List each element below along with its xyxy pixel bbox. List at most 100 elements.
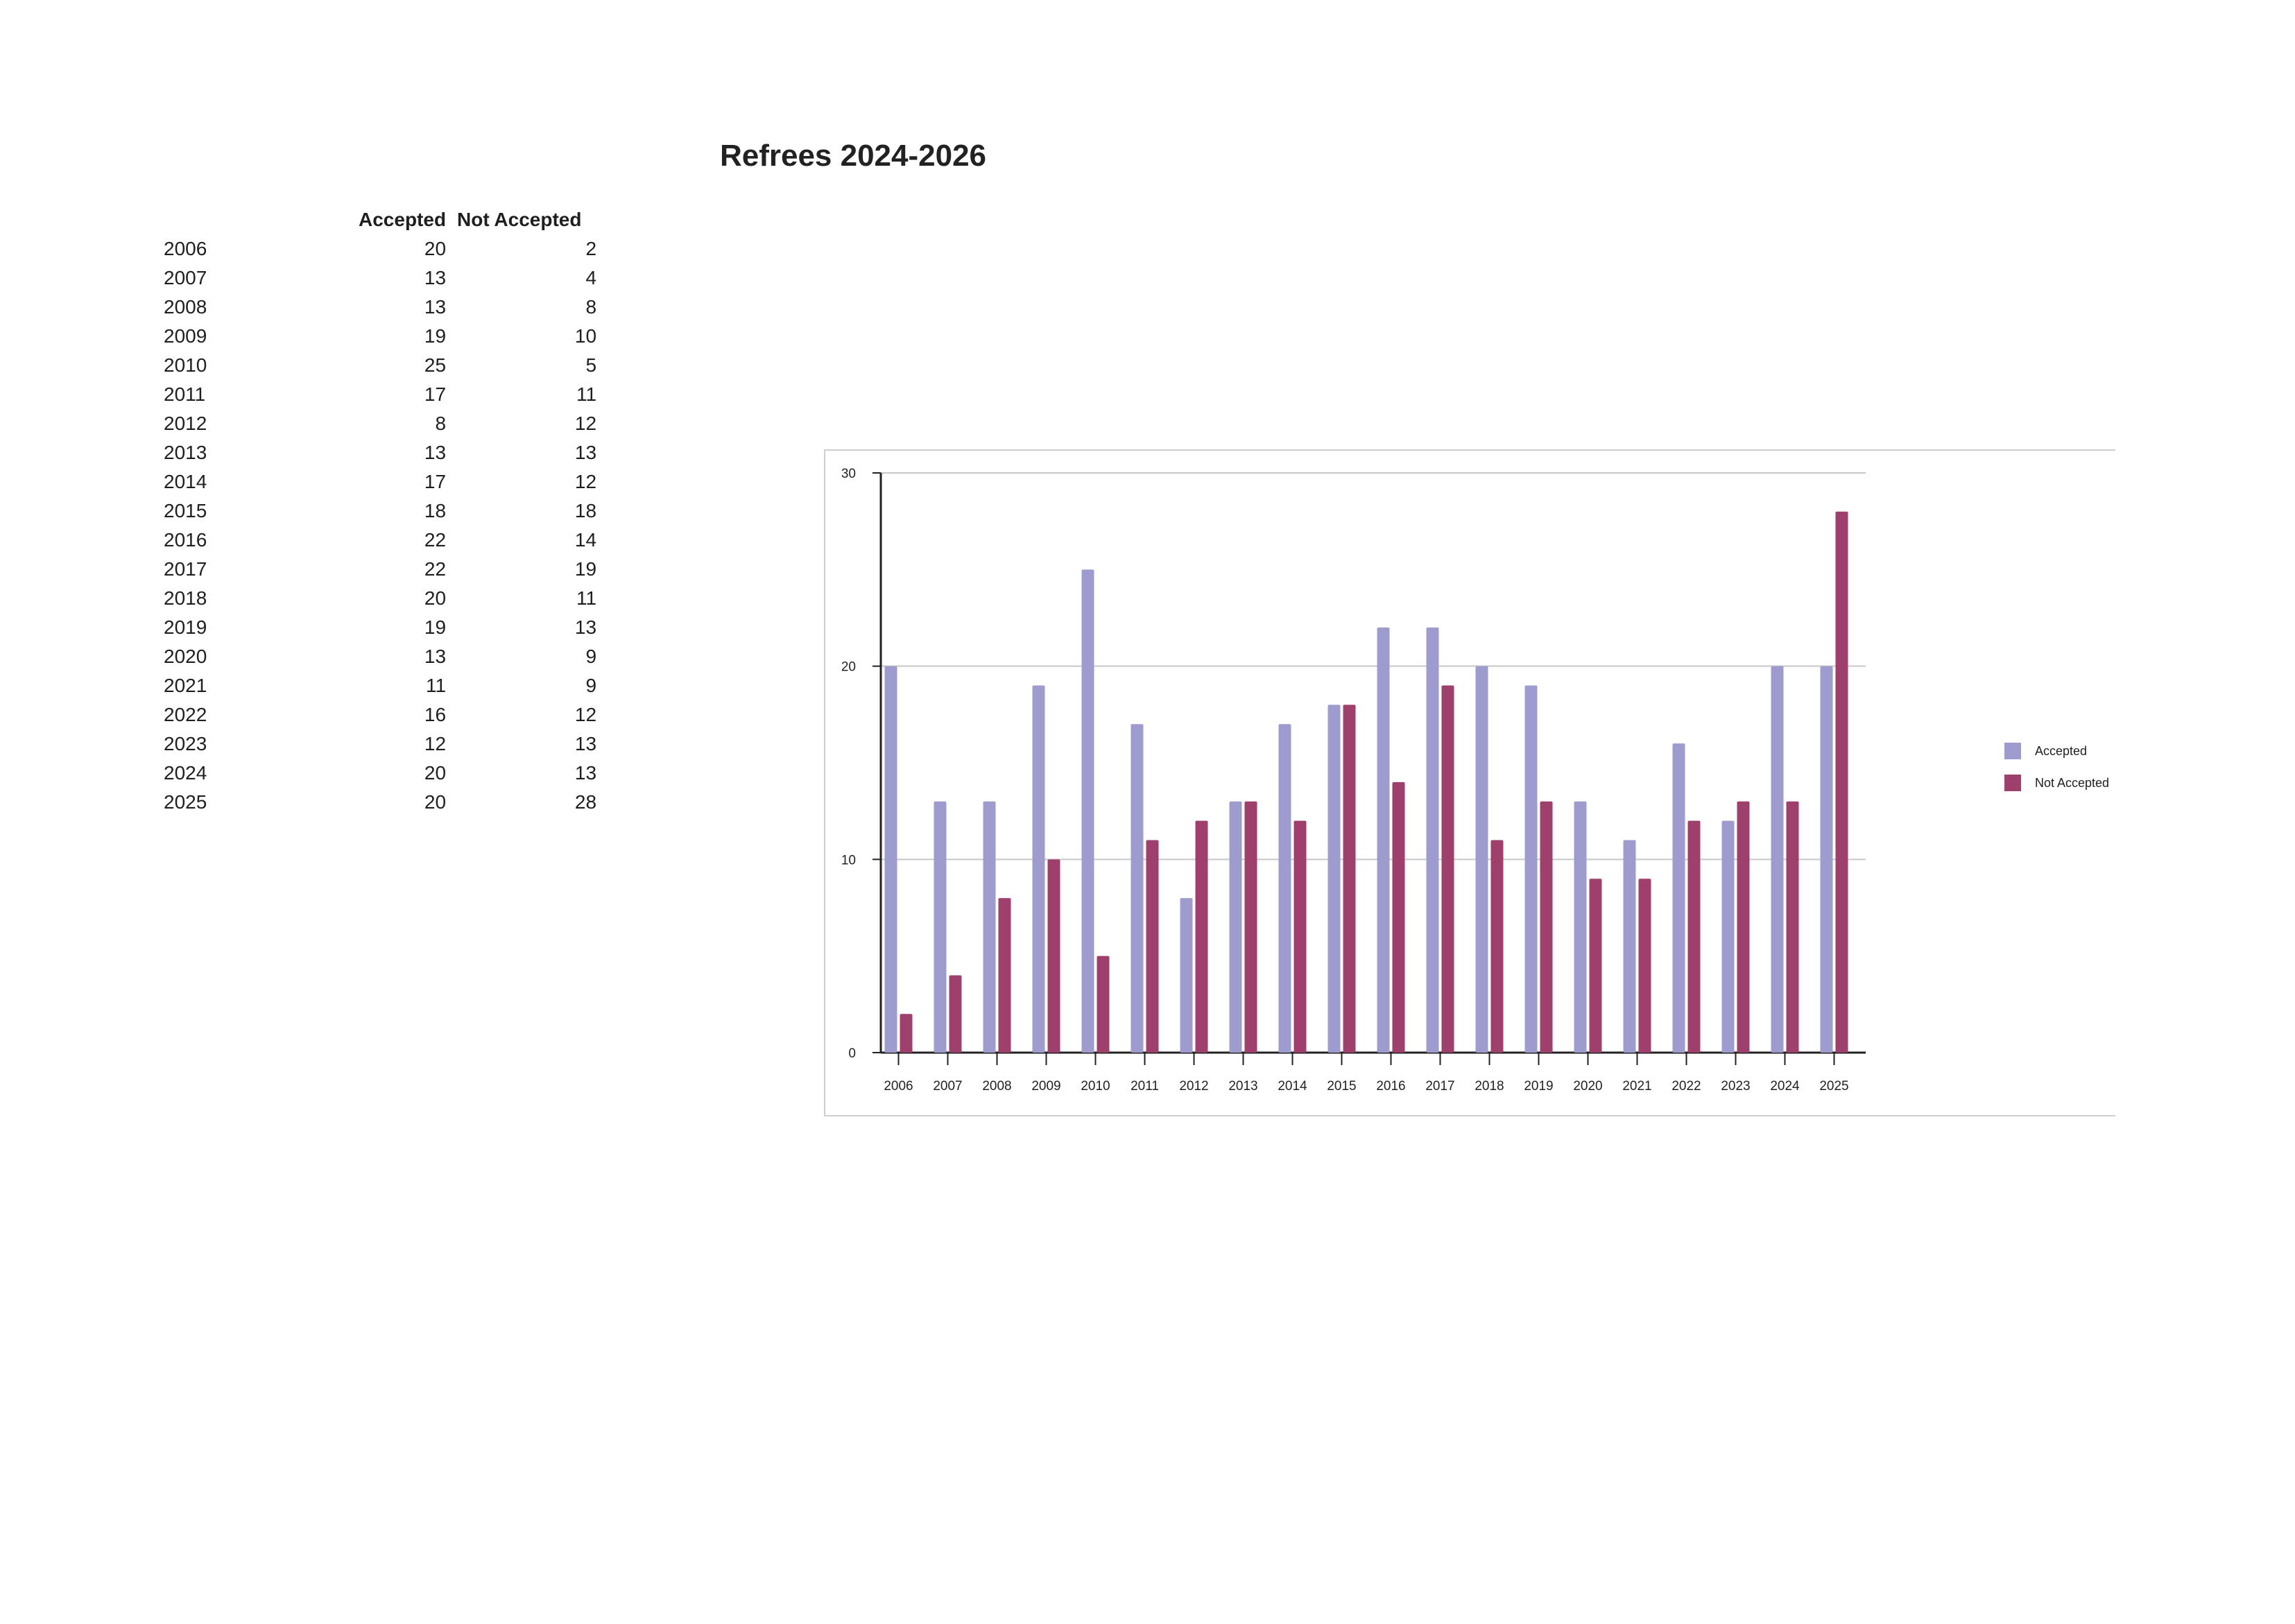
- bar-accepted: [884, 666, 897, 1053]
- cell-not-accepted: 12: [574, 704, 597, 725]
- cell-not-accepted: 11: [576, 383, 597, 405]
- table-row: 2013 13 13: [164, 438, 596, 467]
- cell-year: 2018: [164, 587, 207, 609]
- bar-not-accepted: [1490, 840, 1504, 1053]
- bar-accepted: [1524, 685, 1538, 1053]
- legend-swatch-not-accepted: [2004, 775, 2021, 791]
- bar-accepted: [1721, 820, 1735, 1053]
- bar-accepted: [1180, 898, 1193, 1053]
- bar-not-accepted: [1195, 820, 1208, 1053]
- bar-accepted: [983, 801, 996, 1053]
- table-header-row: Accepted Not Accepted: [164, 205, 596, 234]
- x-tick-label: 2018: [1475, 1079, 1504, 1094]
- cell-accepted: 20: [424, 587, 447, 609]
- chart-area: 0 10 20 30 2006 2007 2008 2009 2010 2011 2012 2013 2…: [824, 449, 2115, 1116]
- bar-accepted: [1032, 685, 1045, 1053]
- cell-not-accepted: 9: [585, 646, 597, 667]
- cell-accepted: 11: [425, 675, 447, 696]
- table-row: 2010 25 5: [164, 351, 596, 380]
- cell-accepted: 13: [424, 296, 447, 318]
- cell-year: 2017: [164, 558, 207, 580]
- cell-accepted: 13: [424, 267, 447, 288]
- bar-accepted: [1229, 801, 1242, 1053]
- bar-not-accepted: [1293, 820, 1307, 1053]
- cell-year: 2021: [164, 675, 207, 696]
- bar-not-accepted: [1343, 705, 1356, 1053]
- cell-not-accepted: 13: [574, 616, 597, 638]
- bar-not-accepted: [1737, 801, 1750, 1053]
- legend-item-accepted: Accepted: [2004, 735, 2109, 767]
- x-tick-label: 2006: [884, 1079, 913, 1094]
- y-tick-label: 20: [841, 660, 856, 675]
- header-not-accepted: Not Accepted: [457, 209, 582, 230]
- table-row: 2014 17 12: [164, 467, 596, 496]
- cell-accepted: 20: [424, 238, 447, 259]
- x-tick-label: 2025: [1819, 1079, 1848, 1094]
- legend-label-accepted: Accepted: [2035, 743, 2088, 758]
- bar-accepted: [934, 801, 947, 1053]
- cell-not-accepted: 13: [574, 762, 597, 784]
- table-row: 2024 20 13: [164, 759, 596, 788]
- cell-year: 2024: [164, 762, 207, 784]
- bar-accepted: [1820, 666, 1833, 1053]
- table-row: 2021 11 9: [164, 671, 596, 700]
- x-tick-label: 2013: [1228, 1079, 1257, 1094]
- table-row: 2023 12 13: [164, 729, 596, 759]
- table-row: 2011 17 11: [164, 380, 596, 409]
- cell-not-accepted: 14: [574, 529, 597, 551]
- cell-not-accepted: 9: [585, 675, 597, 696]
- cell-not-accepted: 8: [585, 296, 597, 318]
- x-tick-label: 2014: [1278, 1079, 1307, 1094]
- cell-accepted: 8: [435, 413, 447, 434]
- bar-not-accepted: [1638, 879, 1651, 1053]
- cell-year: 2025: [164, 791, 207, 813]
- header-accepted: Accepted: [359, 209, 447, 230]
- table-row: 2012 8 12: [164, 409, 596, 438]
- y-tick-label: 30: [841, 467, 856, 481]
- legend-label-not-accepted: Not Accepted: [2035, 775, 2110, 790]
- cell-accepted: 20: [424, 791, 447, 813]
- header-year: [164, 205, 306, 234]
- cell-not-accepted: 11: [576, 587, 597, 609]
- bar-not-accepted: [1441, 685, 1454, 1053]
- cell-not-accepted: 12: [574, 471, 597, 492]
- x-tick-label: 2021: [1622, 1079, 1651, 1094]
- x-tick-label: 2017: [1425, 1079, 1454, 1094]
- x-tick-label: 2008: [982, 1079, 1011, 1094]
- cell-not-accepted: 13: [574, 442, 597, 463]
- y-tick-label: 0: [848, 1046, 856, 1061]
- table-row: 2016 22 14: [164, 526, 596, 555]
- table-row: 2019 19 13: [164, 613, 596, 642]
- cell-year: 2011: [164, 383, 206, 405]
- cell-not-accepted: 28: [574, 791, 597, 813]
- table-row: 2022 16 12: [164, 700, 596, 729]
- bar-accepted: [1377, 627, 1390, 1053]
- cell-accepted: 13: [424, 442, 447, 463]
- cell-year: 2023: [164, 733, 207, 754]
- table-row: 2007 13 4: [164, 264, 596, 293]
- cell-accepted: 22: [424, 558, 447, 580]
- cell-accepted: 19: [424, 325, 447, 347]
- table-row: 2006 20 2: [164, 234, 596, 264]
- cell-accepted: 12: [424, 733, 447, 754]
- x-tick-label: 2020: [1573, 1079, 1602, 1094]
- table-row: 2018 20 11: [164, 584, 596, 613]
- bar-accepted: [1574, 801, 1587, 1053]
- bar-accepted: [1327, 705, 1341, 1053]
- x-tick-label: 2012: [1179, 1079, 1208, 1094]
- bar-accepted: [1278, 724, 1291, 1053]
- bar-not-accepted: [949, 975, 962, 1053]
- cell-not-accepted: 19: [574, 558, 597, 580]
- cell-year: 2007: [164, 267, 207, 288]
- x-tick-label: 2011: [1131, 1079, 1159, 1094]
- bar-not-accepted: [1392, 781, 1405, 1053]
- table-row: 2009 19 10: [164, 322, 596, 351]
- bar-not-accepted: [900, 1014, 913, 1053]
- cell-year: 2010: [164, 354, 207, 376]
- cell-not-accepted: 10: [574, 325, 597, 347]
- cell-not-accepted: 2: [585, 238, 597, 259]
- bar-not-accepted: [1097, 956, 1110, 1053]
- bar-accepted: [1081, 569, 1094, 1053]
- legend-swatch-accepted: [2004, 743, 2021, 759]
- bar-accepted: [1426, 627, 1439, 1053]
